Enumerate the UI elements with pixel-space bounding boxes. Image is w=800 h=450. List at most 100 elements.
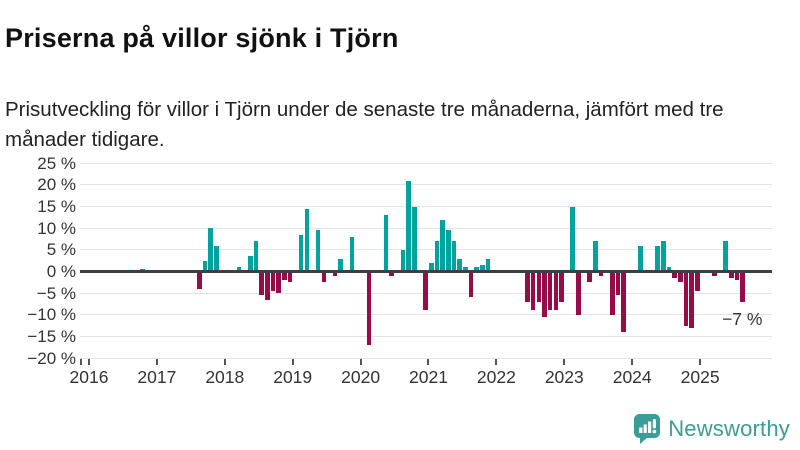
bar-2018-12 [287, 271, 293, 283]
x-axis-label-2021: 2021 [409, 367, 448, 387]
newsworthy-logo: Newsworthy [633, 413, 790, 444]
bar-2023-05 [587, 271, 593, 283]
y-axis-label-15: 15 % [37, 197, 76, 216]
bar-2024-12 [694, 271, 700, 291]
bar-2018-09 [270, 271, 276, 291]
bar-2023-11 [621, 271, 626, 333]
x-axis-label-2016: 2016 [69, 367, 109, 387]
gridline-10 [80, 227, 772, 229]
bar-2025-06 [728, 271, 734, 278]
y-axis-label-5: 5 % [46, 240, 76, 260]
bar-2022-06 [525, 271, 530, 302]
gridline-25 [80, 162, 772, 164]
y-axis-label-20: 20 % [37, 175, 76, 195]
x-axis-tick-2024 [631, 358, 634, 365]
y-axis-label--15: −15 % [27, 326, 76, 346]
x-axis-tick-2022 [495, 358, 498, 365]
bar-2020-09 [406, 180, 411, 272]
x-axis-label-2018: 2018 [205, 367, 245, 387]
bar-2025-05 [723, 241, 728, 272]
bar-2017-11 [214, 245, 219, 272]
gridline-5 [80, 249, 772, 251]
bar-2021-03 [440, 219, 445, 272]
bar-2020-12 [423, 271, 428, 311]
bar-2023-03 [576, 271, 581, 315]
x-axis-tick-2017 [155, 358, 158, 365]
gridline-20 [80, 184, 772, 186]
x-axis-tick-2019 [291, 358, 294, 365]
y-axis-label-10: 10 % [37, 218, 76, 238]
bar-2023-06 [593, 241, 598, 272]
bar-2018-03 [236, 267, 242, 272]
bar-2018-05 [247, 256, 253, 272]
bar-2022-10 [547, 271, 553, 311]
bar-2023-10 [615, 271, 621, 296]
newsworthy-wordmark: Newsworthy [668, 415, 790, 441]
bar-2024-02 [638, 245, 643, 272]
bar-2025-08 [740, 271, 745, 302]
bar-2020-08 [400, 249, 406, 272]
y-axis-label--10: −10 % [27, 305, 76, 325]
newsworthy-bar-chart-bubble-icon [633, 413, 661, 444]
x-axis-tick-2025 [699, 358, 702, 365]
zero-axis-line [80, 270, 772, 273]
bar-2021-09 [474, 267, 479, 272]
x-axis-tick-2020 [359, 358, 362, 365]
bar-2024-11 [689, 271, 694, 328]
bar-2017-09 [202, 260, 208, 272]
bar-2019-05 [315, 230, 321, 272]
bar-2018-11 [281, 271, 287, 281]
x-axis-label-2020: 2020 [341, 367, 381, 387]
bar-2020-02 [366, 271, 372, 346]
bar-2019-09 [338, 258, 344, 272]
bar-2019-02 [298, 234, 304, 272]
bar-2021-06 [457, 258, 462, 272]
gridline-15 [80, 206, 772, 207]
x-axis-label-2023: 2023 [544, 367, 584, 387]
bar-2021-01 [429, 262, 434, 272]
bar-2024-06 [661, 241, 666, 272]
bar-2018-07 [259, 271, 264, 296]
bar-2024-07 [666, 267, 672, 272]
bar-2024-09 [677, 271, 683, 283]
bar-2021-07 [462, 267, 468, 272]
x-axis-label-2019: 2019 [273, 367, 313, 387]
bar-2020-05 [383, 215, 389, 272]
bar-2020-10 [412, 206, 417, 272]
bar-2017-08 [197, 271, 202, 289]
bar-2021-02 [434, 241, 440, 272]
bar-2018-10 [276, 271, 281, 294]
bar-2021-11 [485, 258, 491, 272]
bar-2022-11 [553, 271, 559, 311]
x-axis-edge-tick [80, 358, 82, 365]
x-axis-tick-2021 [427, 358, 430, 365]
bar-2023-02 [570, 206, 576, 272]
bar-2021-05 [451, 241, 457, 272]
bar-2021-04 [446, 230, 451, 272]
bar-2019-08 [332, 271, 338, 276]
bar-2022-07 [530, 271, 536, 311]
x-axis-label-2017: 2017 [137, 367, 177, 387]
bar-2018-06 [253, 241, 259, 272]
y-axis-label-0: 0 % [46, 262, 76, 281]
bar-2021-10 [479, 265, 485, 272]
bar-2024-08 [672, 271, 677, 278]
bar-2019-06 [321, 271, 327, 283]
bar-2021-08 [468, 271, 474, 298]
bar-2019-03 [304, 208, 310, 272]
bar-2023-09 [610, 271, 615, 315]
bar-2024-10 [683, 271, 689, 326]
bar-2022-12 [559, 271, 564, 302]
x-axis-tick-2023 [563, 358, 566, 365]
bar-2025-07 [734, 271, 740, 281]
y-axis-label--20: −20 % [27, 348, 76, 368]
bar-2019-11 [349, 236, 355, 272]
bar-2025-03 [711, 271, 717, 276]
page-title: Priserna på villor sjönk i Tjörn [5, 23, 399, 54]
bar-2023-07 [598, 271, 604, 276]
bar-2020-06 [389, 271, 394, 276]
bar-2024-05 [655, 245, 660, 272]
x-axis-tick-2018 [223, 358, 226, 365]
x-axis-label-2022: 2022 [476, 367, 516, 387]
